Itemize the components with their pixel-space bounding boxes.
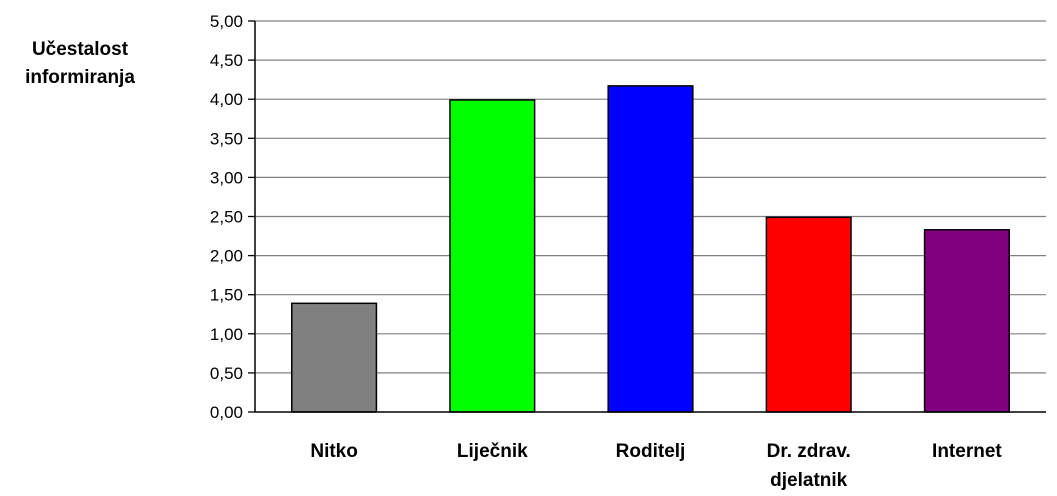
bar	[449, 99, 536, 413]
y-tick-label: 4,00	[210, 90, 243, 109]
y-tick-label: 0,00	[210, 403, 243, 422]
x-tick-label: Dr. zdrav. djelatnik	[767, 441, 851, 491]
y-tick-label: 5,00	[210, 12, 243, 31]
y-tick-label: 4,50	[210, 51, 243, 70]
x-tick-label: Internet	[932, 441, 1002, 462]
x-tick-label-line: Roditelj	[616, 441, 686, 462]
y-axis-title: Učestalost informiranja	[25, 39, 135, 88]
bars	[291, 85, 1010, 413]
axes	[248, 20, 1046, 413]
x-tick-label-line: Liječnik	[457, 441, 528, 462]
x-tick-label-line: Dr. zdrav.	[767, 441, 851, 462]
y-axis-title-line: Učestalost	[32, 39, 129, 60]
bar	[291, 302, 378, 413]
x-tick-label-line: djelatnik	[770, 470, 848, 491]
y-tick-label: 0,50	[210, 364, 243, 383]
bar	[765, 216, 852, 413]
y-tick-labels: 0,00 0,50 1,00 1,50 2,00 2,50 3,00 3,50 4,00 4,50…	[210, 12, 243, 422]
x-tick-labels: Nitko Liječnik Roditelj Dr. zdrav. djelatnik…	[310, 441, 1002, 491]
x-tick-label: Nitko	[310, 441, 358, 462]
bar	[923, 229, 1010, 413]
bar	[607, 85, 694, 413]
x-tick-label-line: Internet	[932, 441, 1002, 462]
y-tick-label: 1,00	[210, 325, 243, 344]
y-tick-label: 3,00	[210, 168, 243, 187]
y-tick-label: 2,50	[210, 208, 243, 227]
x-tick-label: Roditelj	[616, 441, 686, 462]
y-tick-label: 2,00	[210, 247, 243, 266]
y-tick-label: 3,50	[210, 129, 243, 148]
y-tick-label: 1,50	[210, 286, 243, 305]
x-tick-label: Liječnik	[457, 441, 528, 462]
x-tick-label-line: Nitko	[310, 441, 358, 462]
y-axis-title-line: informiranja	[25, 67, 135, 88]
